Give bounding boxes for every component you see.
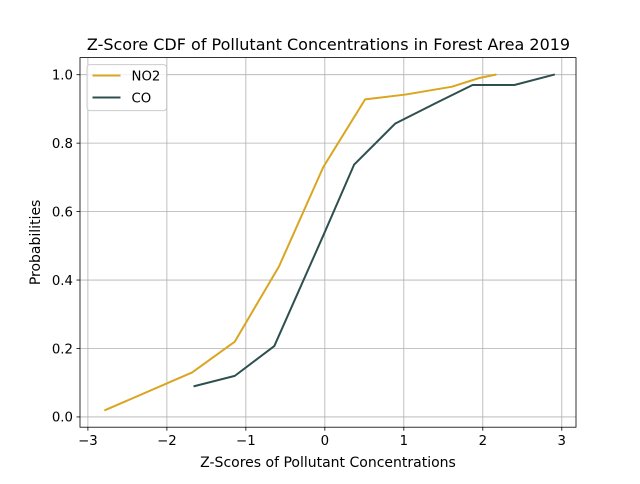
x-tick-label: −2: [157, 434, 177, 449]
series-layer: [103, 73, 556, 412]
x-tick-label: 2: [479, 434, 487, 449]
legend-label-co: CO: [132, 91, 152, 106]
y-axis-label: Probabilities: [28, 200, 44, 286]
x-tick-label: 3: [558, 434, 566, 449]
y-tick-label: 0.4: [52, 274, 73, 289]
x-tick-label: −3: [78, 434, 98, 449]
y-tick-label: 0.0: [52, 411, 73, 426]
x-tick-label: −1: [236, 434, 256, 449]
y-tick-label: 0.6: [52, 205, 73, 220]
plot-frame: [79, 57, 577, 428]
y-tick-label: 1.0: [52, 69, 73, 84]
chart-title: Z-Score CDF of Pollutant Concentrations …: [87, 35, 570, 54]
grid-layer: [80, 57, 576, 428]
series-line-no2: [103, 73, 497, 412]
x-tick-label: 1: [400, 434, 408, 449]
series-line-co: [193, 73, 556, 388]
tick-layer: −3 −2 −1 0 1 2 3 0.0 0.2 0.4 0.6 0.8 1.0: [52, 69, 566, 450]
y-tick-label: 0.2: [52, 342, 73, 357]
x-tick-label: 0: [321, 434, 329, 449]
x-axis-label: Z-Scores of Pollutant Concentrations: [200, 455, 456, 471]
legend: NO2 CO: [86, 64, 167, 112]
legend-label-no2: NO2: [132, 69, 161, 84]
y-tick-label: 0.8: [52, 137, 73, 152]
